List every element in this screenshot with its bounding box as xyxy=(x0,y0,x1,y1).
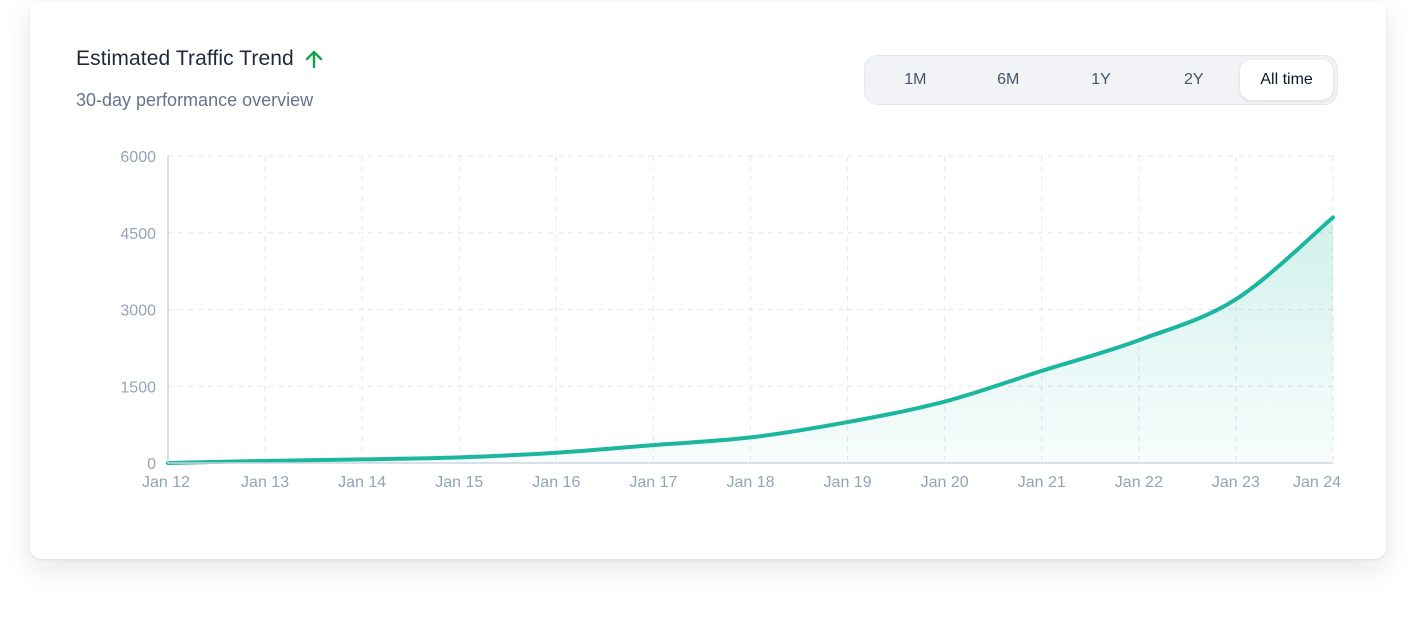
x-tick-label: Jan 15 xyxy=(435,474,483,491)
x-tick-label: Jan 14 xyxy=(338,474,386,491)
y-tick-label: 3000 xyxy=(120,303,156,320)
y-tick-label: 1500 xyxy=(120,379,156,396)
traffic-trend-card: Estimated Traffic Trend 30-day performan… xyxy=(30,1,1386,559)
y-tick-label: 0 xyxy=(147,456,156,473)
x-tick-label: Jan 18 xyxy=(726,474,774,491)
data-point[interactable] xyxy=(551,448,561,458)
range-option-1y[interactable]: 1Y xyxy=(1091,71,1111,88)
x-tick-label: Jan 19 xyxy=(824,474,872,491)
x-tick-label: Jan 22 xyxy=(1115,474,1163,491)
card-title: Estimated Traffic Trend xyxy=(76,47,294,70)
range-option-1m[interactable]: 1M xyxy=(904,71,927,88)
data-point[interactable] xyxy=(1134,335,1144,345)
x-tick-label: Jan 21 xyxy=(1018,474,1066,491)
data-point[interactable] xyxy=(260,456,270,466)
data-point[interactable] xyxy=(648,440,658,450)
data-point[interactable] xyxy=(1328,212,1338,222)
x-tick-label: Jan 23 xyxy=(1212,474,1260,491)
data-point[interactable] xyxy=(843,417,853,427)
data-point[interactable] xyxy=(940,397,950,407)
card-header: Estimated Traffic Trend xyxy=(76,47,326,71)
range-option-all-time[interactable]: All time xyxy=(1240,60,1333,100)
range-option-2y[interactable]: 2Y xyxy=(1184,71,1204,88)
data-point[interactable] xyxy=(1037,366,1047,376)
data-point[interactable] xyxy=(746,432,756,442)
x-tick-label: Jan 24 xyxy=(1293,474,1341,491)
y-tick-label: 4500 xyxy=(120,226,156,243)
arrow-up-icon xyxy=(302,47,326,71)
data-point[interactable] xyxy=(454,452,464,462)
area-fill xyxy=(168,217,1333,463)
data-point[interactable] xyxy=(1231,294,1241,304)
x-tick-label: Jan 17 xyxy=(629,474,677,491)
x-tick-label: Jan 20 xyxy=(921,474,969,491)
x-tick-label: Jan 13 xyxy=(241,474,289,491)
y-tick-label: 6000 xyxy=(120,149,156,166)
card-subtitle: 30-day performance overview xyxy=(76,90,314,110)
x-tick-label: Jan 12 xyxy=(142,474,190,491)
series-line xyxy=(166,215,1335,465)
x-tick-label: Jan 16 xyxy=(532,474,580,491)
time-range-selector: 1M 6M 1Y 2Y All time xyxy=(864,55,1338,105)
range-option-6m[interactable]: 6M xyxy=(997,71,1020,88)
